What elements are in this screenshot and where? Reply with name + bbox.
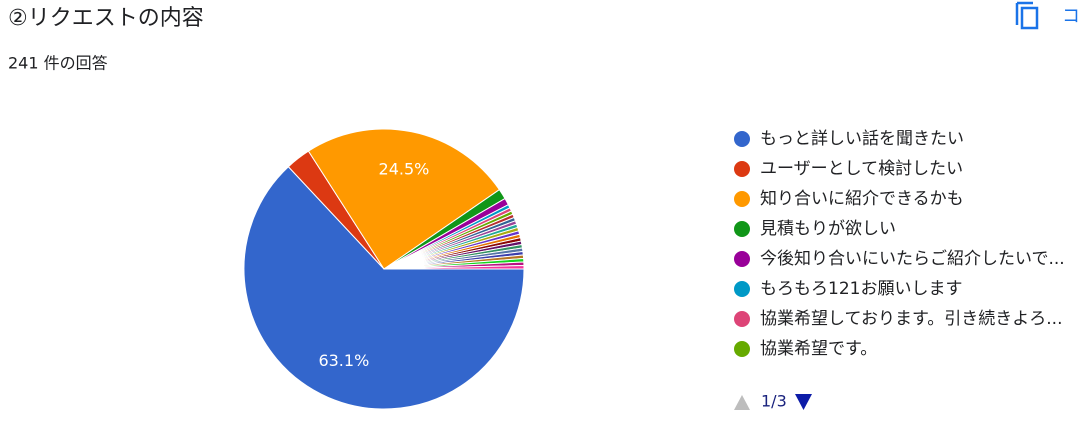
data-label: 63.1% — [318, 351, 369, 370]
copy-label: コ — [1062, 6, 1080, 27]
legend-label: 知り合いに紹介できるかも — [760, 189, 964, 209]
legend-label: もっと詳しい話を聞きたい — [760, 129, 964, 149]
copy-button[interactable]: コ — [1015, 1, 1080, 30]
pager-label: 1/3 — [761, 392, 787, 411]
pie-slice — [307, 128, 501, 270]
legend-label: 今後知り合いにいたらご紹介したいで... — [760, 249, 1065, 269]
legend-swatch — [734, 251, 750, 267]
legend-swatch — [734, 341, 750, 357]
legend-swatch — [734, 311, 750, 327]
legend-label: 見積もりが欲しい — [760, 219, 896, 239]
legend-label: ユーザーとして検討したい — [760, 159, 963, 179]
copy-icon — [1020, 6, 1039, 30]
legend-swatch — [734, 221, 750, 237]
chart-title: ②リクエストの内容 — [8, 6, 204, 31]
pie-slice — [383, 264, 525, 270]
data-label: 24.5% — [379, 160, 430, 179]
next-page[interactable] — [795, 394, 812, 410]
legend-label: 協業希望です。 — [760, 339, 877, 359]
legend-label: 協業希望しております。引き続きよろ... — [760, 309, 1063, 329]
legend-label: もろもろ121お願いします — [760, 279, 962, 299]
legend-swatch — [734, 131, 750, 147]
legend-swatch — [734, 281, 750, 297]
pie-slice — [243, 166, 525, 410]
legend-swatch — [734, 191, 750, 207]
prev-page[interactable] — [734, 395, 750, 410]
response-count: 241 件の回答 — [8, 54, 108, 73]
legend-swatch — [734, 161, 750, 177]
copy-icon — [1015, 1, 1033, 25]
